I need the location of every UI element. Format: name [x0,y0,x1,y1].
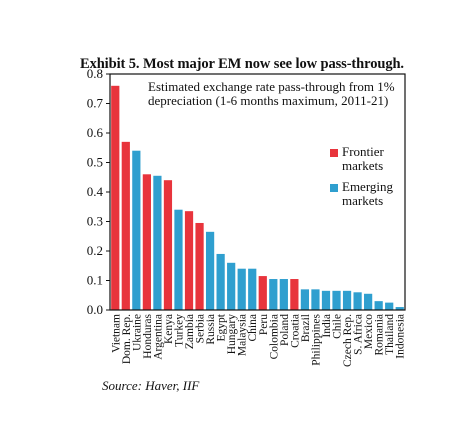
x-tick-label: Philippines [310,313,322,365]
bar-egypt [216,253,225,310]
source-note: Source: Haver, IIF [102,378,200,393]
x-tick-label: Honduras [142,313,154,358]
bar-indonesia [395,307,404,310]
y-tick-label: 0.4 [87,184,104,199]
legend-swatch-frontier [330,149,338,157]
legend-label-emerging: Emerging markets [342,179,394,208]
bar-brazil [300,289,310,310]
bar-mexico [364,293,373,310]
y-tick-label: 0.5 [87,155,103,170]
bar-turkey [174,209,183,310]
bar-philippines [311,289,320,310]
x-tick-label: Russia [205,314,217,345]
bar-serbia [195,222,204,310]
bar-china [248,268,257,310]
chart-subtitle: Estimated exchange rate pass-through fro… [148,79,395,108]
x-tick-label: Turkey [173,314,185,347]
bar-kenya [163,180,173,310]
x-tick-label: Hungary [226,314,238,354]
x-tick-label: Ukraine [131,314,143,351]
x-tick-label: Chile [332,314,344,339]
x-tick-label: Egypt [216,313,228,341]
x-tick-label: Croatia [289,314,301,348]
y-tick-label: 0.1 [87,273,103,288]
bar-hungary [227,262,236,310]
x-tick-label: Poland [279,314,291,346]
x-tick-label: Colombia [268,314,280,359]
x-tick-label: Kenya [163,314,175,344]
bar-malaysia [237,268,246,310]
x-tick-label: Malaysia [237,314,249,356]
plot-frame [109,73,406,311]
bar-croatia [290,279,299,310]
x-tick-label: Dom. Rep. [121,314,133,364]
bar-vietnam [111,85,120,310]
x-tick-label: Serbia [195,314,207,343]
bar-romania [374,301,383,310]
x-tick-label: Indonesia [395,314,407,359]
x-tick-label: Vietnam [110,314,122,353]
y-tick-label: 0.8 [87,66,103,81]
bar-thailand [385,302,394,310]
bar-dom-rep- [121,141,130,310]
x-tick-label: Argentina [152,314,164,360]
x-tick-label: China [247,314,259,341]
x-tick-label: Czech Rep. [342,314,354,367]
bar-s-africa [353,292,362,310]
x-tick-label: Romania [374,314,386,356]
y-tick-label: 0.2 [87,243,103,258]
x-tick-label: Thailand [384,314,396,355]
x-tick-label: Zambia [184,314,196,349]
bar-argentina [153,175,162,310]
bar-ukraine [132,150,141,310]
y-tick-label: 0.3 [87,214,103,229]
y-tick-label: 0.7 [87,96,104,111]
bar-czech-rep- [342,290,352,310]
x-tick-label: Mexico [363,314,375,349]
x-tick-label: Brazil [300,314,312,342]
y-tick-label: 0.6 [87,125,104,140]
bar-honduras [142,174,151,310]
x-tick-label: S. Africa [353,314,365,355]
bar-poland [279,279,288,310]
bar-india [321,290,331,310]
x-tick-label: India [321,314,333,338]
bar-peru [258,276,267,310]
legend-label-frontier: Frontier markets [342,144,384,173]
bar-russia [205,231,215,310]
legend-swatch-emerging [330,184,338,192]
bar-zambia [184,211,194,310]
chart-title: Exhibit 5. Most major EM now see low pas… [80,56,404,72]
y-tick-label: 0.0 [87,302,103,317]
x-tick-label: Peru [258,314,270,335]
bar-chile [332,290,341,310]
bar-colombia [269,279,278,310]
